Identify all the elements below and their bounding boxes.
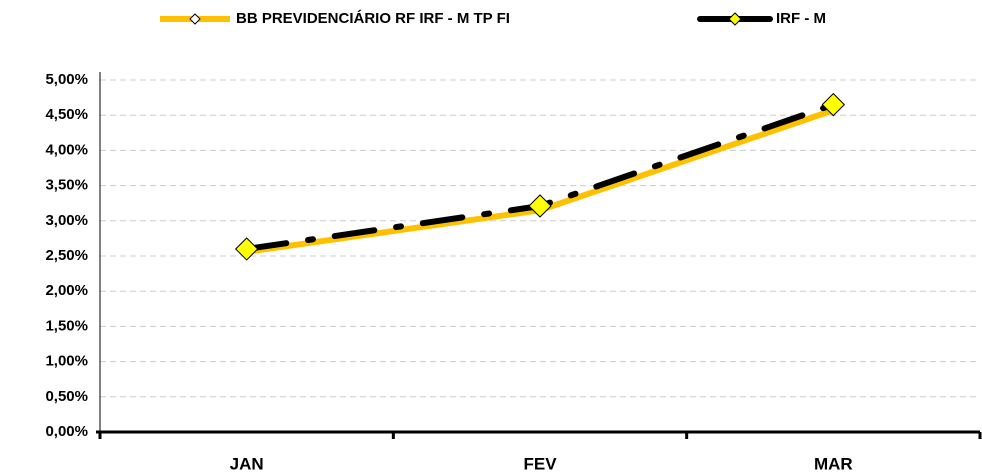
y-tick-label: 4,00% bbox=[45, 141, 88, 158]
x-tick-label: JAN bbox=[230, 454, 264, 473]
x-tick-label: FEV bbox=[523, 454, 557, 473]
series-line bbox=[243, 101, 837, 252]
legend-marker bbox=[189, 13, 201, 25]
y-tick-label: 3,50% bbox=[45, 177, 88, 194]
x-tick-label: MAR bbox=[814, 454, 853, 473]
y-tick-label: 2,50% bbox=[45, 247, 88, 264]
y-tick-label: 4,50% bbox=[45, 106, 88, 123]
legend-label: BB PREVIDENCIÁRIO RF IRF - M TP FI bbox=[236, 10, 510, 27]
marker bbox=[234, 237, 259, 261]
series-line bbox=[246, 107, 835, 255]
marker bbox=[821, 92, 846, 117]
legend-label: IRF - M bbox=[776, 10, 826, 27]
y-tick-label: 1,00% bbox=[45, 353, 88, 370]
y-tick-label: 0,00% bbox=[45, 423, 88, 440]
legend-marker bbox=[728, 12, 742, 26]
y-tick-label: 1,50% bbox=[45, 317, 88, 334]
y-tick-label: 0,50% bbox=[45, 388, 88, 405]
marker bbox=[528, 194, 552, 218]
y-tick-label: 3,00% bbox=[45, 212, 88, 229]
y-tick-label: 5,00% bbox=[45, 71, 88, 88]
y-tick-label: 2,00% bbox=[45, 282, 88, 299]
